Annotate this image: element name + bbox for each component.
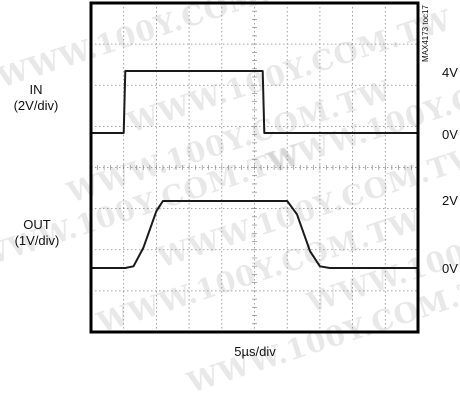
out-channel-label: OUT (1V/div) — [4, 217, 70, 249]
in-trace — [91, 70, 418, 134]
out-zero-level-label: 0V — [442, 261, 458, 276]
figure-id: MAX4173 toc17 — [421, 5, 430, 62]
in-channel-label: IN (2V/div) — [6, 82, 66, 114]
in-channel-name: IN — [29, 82, 43, 97]
oscilloscope-plot — [89, 1, 420, 334]
plot-frame — [89, 1, 420, 334]
in-channel-scale: (2V/div) — [13, 98, 59, 113]
out-high-level-label: 2V — [442, 193, 458, 208]
grid-lines — [90, 2, 419, 333]
in-zero-level-label: 0V — [442, 127, 458, 142]
in-high-level-label: 4V — [442, 65, 458, 80]
signal-traces — [91, 70, 418, 269]
out-channel-name: OUT — [23, 217, 51, 232]
out-channel-scale: (1V/div) — [14, 233, 60, 248]
x-axis-label: 5µs/div — [234, 344, 276, 359]
out-trace — [91, 200, 418, 269]
